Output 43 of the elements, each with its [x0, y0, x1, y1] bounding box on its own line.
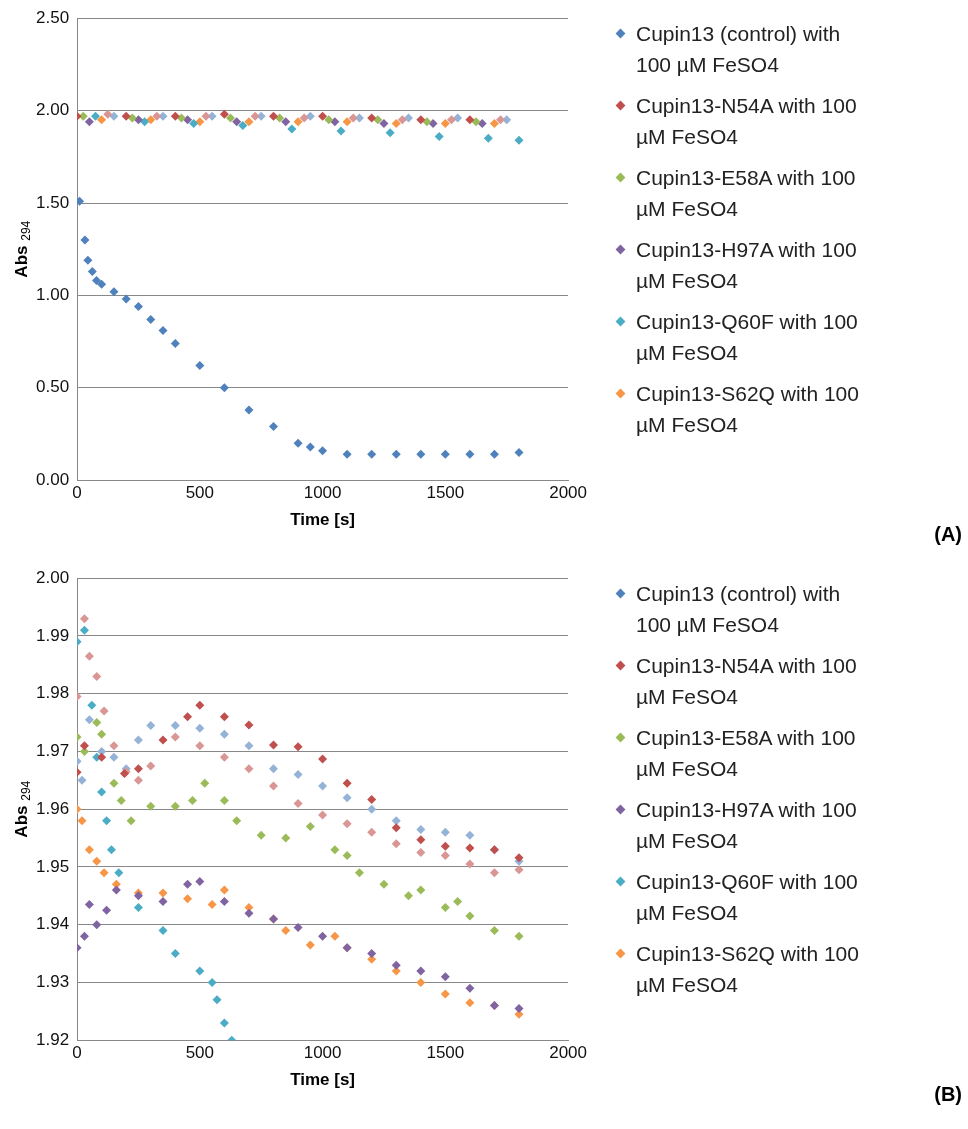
y-tick-label: 1.99	[35, 625, 70, 645]
x-tick-label: 2000	[549, 1043, 587, 1063]
legend-label: Cupin13-Q60F with 100 µM FeSO4	[636, 309, 859, 366]
y-tick-label: 1.97	[35, 741, 70, 761]
legend-label: Cupin13-S62Q with 100 µM FeSO4	[636, 941, 860, 998]
x-tick-label: 1500	[426, 483, 465, 503]
y-tick-label: 1.98	[35, 683, 70, 703]
legend-label: Cupin13-H97A with 100 µM FeSO4	[636, 237, 858, 294]
x-tick-label: 0	[72, 1043, 82, 1063]
x-axis-title: Time [s]	[290, 510, 356, 530]
y-tick-label: 1.00	[35, 285, 70, 305]
y-tick-label: 1.93	[35, 972, 70, 992]
x-tick-label: 0	[72, 483, 82, 503]
x-tick-label: 500	[185, 1043, 215, 1063]
legend-label: Cupin13 (control) with 100 µM FeSO4	[636, 21, 842, 78]
legend-label: Cupin13-N54A with 100 µM FeSO4	[636, 653, 858, 710]
y-tick-label: 1.92	[35, 1029, 70, 1049]
legend-label: Cupin13 (control) with 100 µM FeSO4	[636, 581, 842, 638]
x-axis-title: Time [s]	[290, 1070, 356, 1090]
y-tick-label: 1.96	[35, 798, 70, 818]
legend-label: Cupin13-Q60F with 100 µM FeSO4	[636, 869, 859, 926]
y-tick-label: 2.50	[35, 7, 70, 27]
y-tick-label: 1.94	[35, 914, 70, 934]
y-tick-label: 1.50	[35, 192, 70, 212]
y-tick-label: 0.00	[35, 469, 70, 489]
legend-label: Cupin13-S62Q with 100 µM FeSO4	[636, 381, 860, 438]
text: (A)	[934, 523, 962, 546]
x-tick-label: 500	[185, 483, 215, 503]
y-tick-label: 2.00	[35, 100, 70, 120]
x-tick-label: 1000	[303, 483, 342, 503]
text: (B)	[934, 1083, 962, 1106]
legend-label: Cupin13-H97A with 100 µM FeSO4	[636, 797, 858, 854]
y-tick-label: 2.00	[35, 567, 70, 587]
y-tick-label: 1.95	[35, 856, 70, 876]
y-axis-title: Abs 294	[11, 780, 34, 838]
y-axis-title: Abs 294	[11, 220, 34, 278]
x-tick-label: 1000	[303, 1043, 342, 1063]
y-tick-label: 0.50	[35, 377, 70, 397]
legend-label: Cupin13-E58A with 100 µM FeSO4	[636, 165, 857, 222]
legend-label: Cupin13-E58A with 100 µM FeSO4	[636, 725, 857, 782]
x-tick-label: 2000	[549, 483, 587, 503]
x-tick-label: 1500	[426, 1043, 465, 1063]
legend-label: Cupin13-N54A with 100 µM FeSO4	[636, 93, 858, 150]
